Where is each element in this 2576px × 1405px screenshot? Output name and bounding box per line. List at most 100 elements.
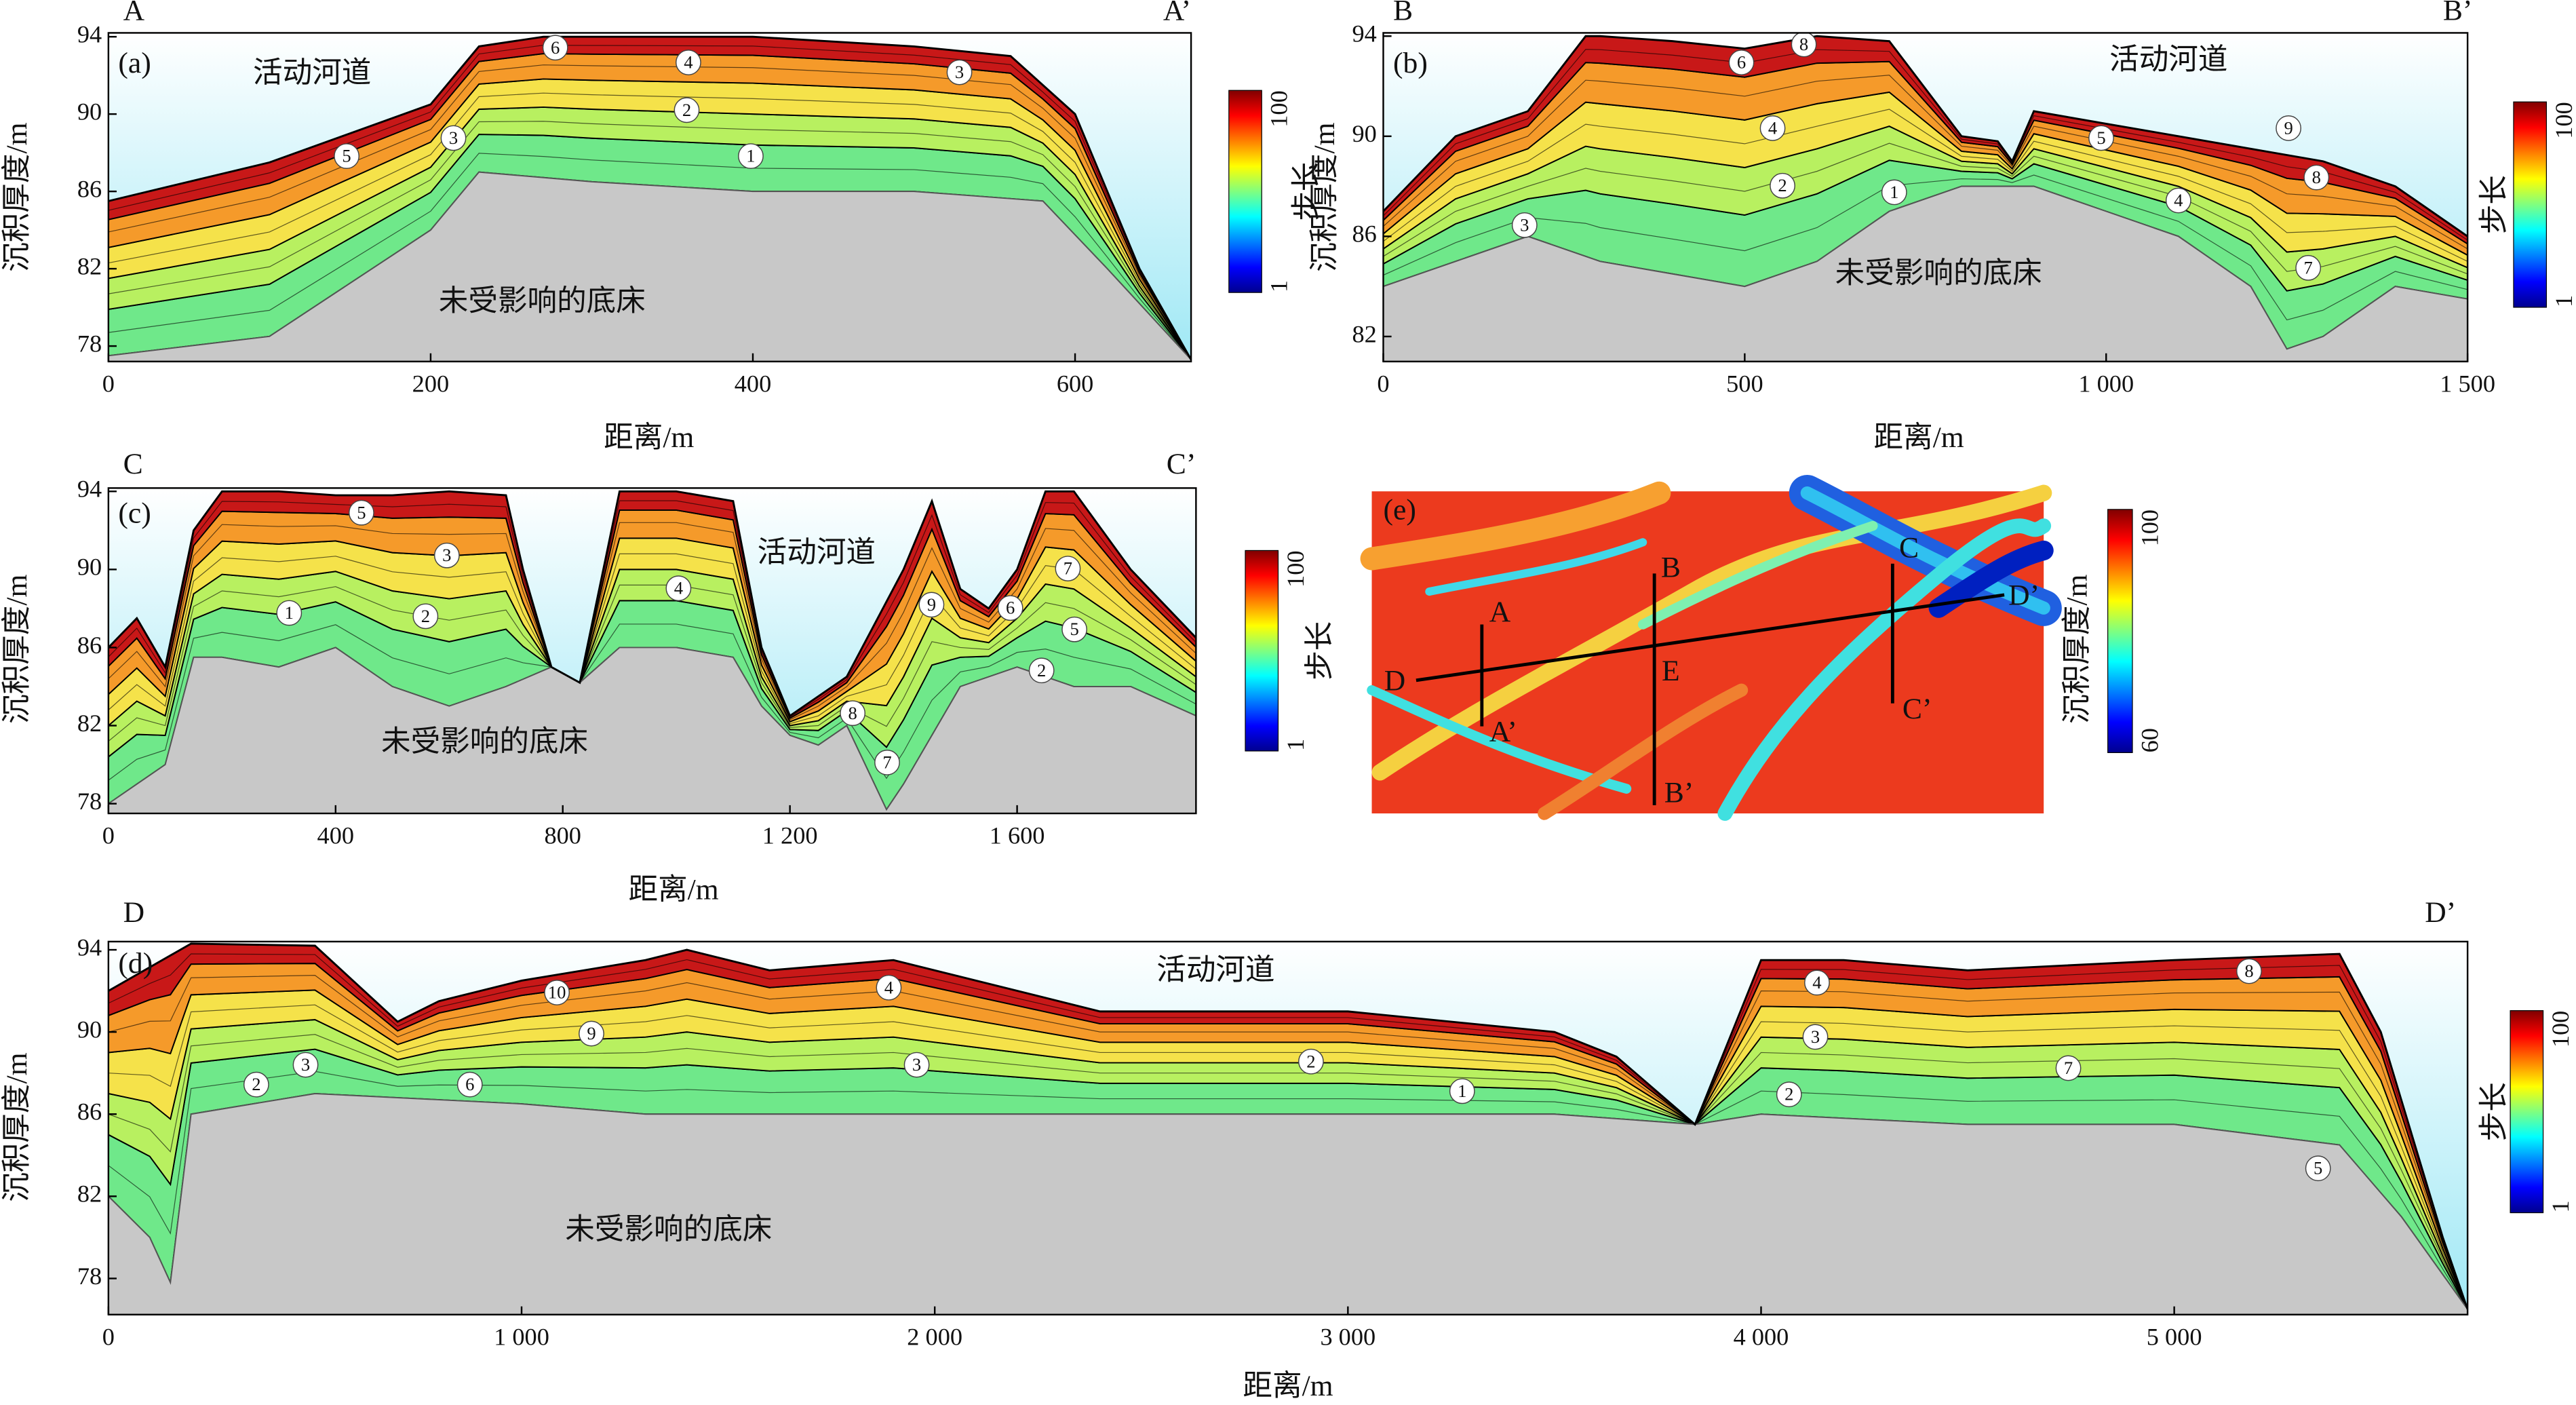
layer-marker: [1759, 115, 1786, 141]
layer-number: 5: [2096, 128, 2105, 148]
layer-number: 8: [2312, 167, 2321, 187]
layer-marker: [903, 1052, 930, 1078]
layer-number: 2: [1778, 175, 1787, 195]
layer-marker: [676, 50, 701, 75]
layer-number: 4: [1768, 117, 1777, 138]
x-tick-label: 500: [1726, 370, 1763, 398]
layer-marker: [2305, 1155, 2331, 1182]
layer-marker: [1449, 1078, 1475, 1104]
y-tick-label: 82: [77, 710, 102, 737]
layer-marker: [2236, 958, 2262, 984]
x-tick-label: 400: [735, 370, 772, 398]
colorbar-label: 沉积厚度/m: [2061, 575, 2093, 724]
layer-marker: [276, 600, 303, 626]
bed-label: 未受影响的底床: [381, 725, 588, 758]
layer-marker: [1791, 33, 1817, 58]
layer-line: [108, 1071, 2468, 1310]
x-tick-label: 200: [412, 370, 450, 398]
layer-number: 4: [1812, 972, 1821, 993]
x-tick-label: 1 000: [494, 1323, 549, 1350]
layer-marker: [334, 143, 359, 170]
panel-letter: (c): [118, 497, 151, 530]
x-tick-label: 0: [102, 1323, 115, 1350]
layer-marker: [542, 35, 568, 61]
panel-letter: (a): [118, 47, 151, 79]
layer-marker: [2165, 187, 2191, 214]
layer-line: [1383, 174, 2468, 321]
section-end: A’: [1163, 0, 1191, 26]
map-point-label: C’: [1902, 693, 1932, 725]
map-point-label: D’: [2008, 579, 2040, 612]
layer-line: [1383, 109, 2468, 262]
y-axis-label: 沉积厚度/m: [1308, 122, 1341, 271]
layer-marker: [1511, 212, 1538, 238]
layer-marker: [876, 974, 902, 1001]
layer-line: [108, 45, 1192, 360]
section-start: C: [123, 448, 143, 480]
y-tick-label: 82: [77, 1180, 102, 1208]
layer-number: 7: [1063, 558, 1072, 579]
layer-marker: [243, 1071, 269, 1098]
y-tick-label: 94: [1352, 20, 1376, 47]
colorbar: [2510, 1010, 2544, 1214]
layer-marker: [997, 595, 1023, 621]
layer-marker: [2088, 125, 2114, 151]
y-tick-label: 94: [77, 934, 102, 961]
layer-number: 3: [1811, 1026, 1820, 1047]
layer-number: 3: [1520, 214, 1529, 235]
map-point-label: B: [1661, 552, 1681, 584]
layer-marker: [348, 499, 374, 526]
layer-number: 3: [955, 62, 964, 82]
y-tick-label: 86: [77, 1098, 102, 1125]
layer-marker: [440, 125, 467, 151]
x-tick-label: 2 000: [907, 1323, 962, 1350]
y-tick-label: 90: [77, 98, 102, 125]
layer-number: 6: [551, 37, 560, 58]
x-tick-label: 0: [1377, 370, 1389, 398]
layer-number: 7: [2064, 1058, 2073, 1078]
layer-number: 3: [912, 1054, 921, 1075]
layer-number: 9: [587, 1023, 596, 1043]
x-tick-label: 3 000: [1320, 1323, 1375, 1350]
surface-line: [108, 942, 2468, 1310]
y-tick-label: 90: [77, 554, 102, 581]
layer-marker: [738, 143, 764, 170]
panel-letter: (e): [1383, 494, 1416, 526]
y-tick-label: 86: [1352, 220, 1376, 248]
section-start: B: [1393, 0, 1413, 26]
y-tick-label: 86: [77, 175, 102, 202]
x-axis-label: 距离/m: [604, 421, 694, 454]
map-point-label: A: [1489, 596, 1511, 628]
channel-label: 活动河道: [758, 537, 876, 569]
colorbar: [2513, 101, 2548, 308]
layer-number: 4: [884, 977, 893, 997]
layer-number: 5: [342, 146, 351, 166]
layer-number: 8: [848, 703, 857, 723]
layer-line: [108, 1034, 2468, 1310]
layer-number: 2: [1306, 1051, 1315, 1071]
map-point-label: C: [1899, 531, 1919, 564]
layer-line: [108, 522, 1196, 720]
layer-number: 2: [682, 100, 691, 120]
layer-number: 6: [465, 1074, 474, 1094]
layer-line: [108, 553, 1196, 725]
plot-frame: [107, 32, 1192, 363]
layer-line: [108, 92, 1192, 360]
layer-line: [108, 974, 2468, 1310]
x-tick-label: 0: [102, 822, 115, 849]
surface-line: [1383, 35, 2468, 237]
layer-marker: [292, 1052, 319, 1078]
map-colorbar: [2107, 509, 2133, 753]
layer-marker: [1728, 50, 1755, 75]
layer-marker: [433, 542, 460, 569]
bed-label: 未受影响的底床: [439, 285, 646, 317]
x-tick-label: 1 500: [2440, 370, 2495, 398]
layer-marker: [1770, 172, 1795, 199]
layer-number: 7: [2304, 257, 2313, 277]
x-axis-label: 距离/m: [1243, 1370, 1333, 1402]
y-tick-label: 94: [77, 20, 102, 47]
layer-number: 2: [421, 606, 430, 626]
